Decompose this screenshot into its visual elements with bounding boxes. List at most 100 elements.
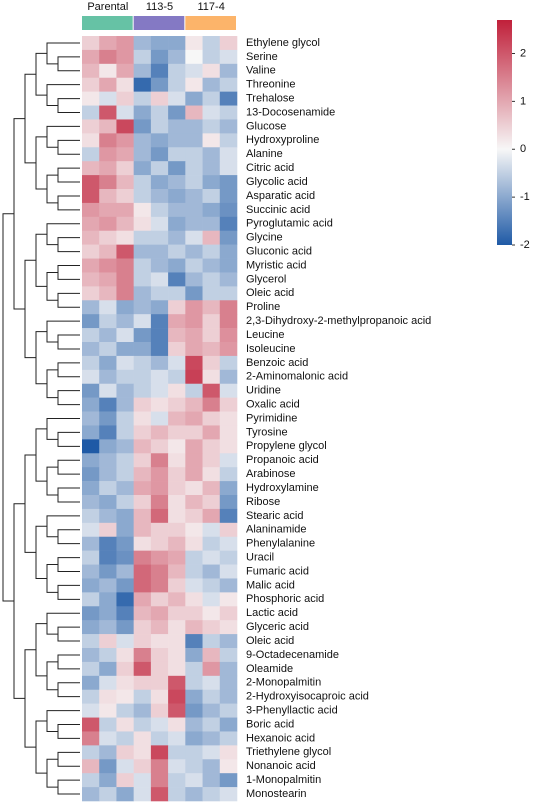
heatmap-cell — [150, 147, 169, 162]
heatmap-cell — [99, 258, 117, 273]
heatmap-cell — [219, 592, 238, 607]
heatmap-cell — [185, 508, 203, 524]
heatmap-cell — [82, 467, 100, 482]
heatmap-cell — [202, 49, 221, 65]
heatmap-cell — [168, 620, 186, 635]
heatmap-cell — [116, 300, 134, 315]
heatmap-cell — [82, 314, 100, 329]
heatmap-cell — [99, 536, 117, 551]
heatmap-cell — [116, 773, 134, 788]
heatmap-cell — [99, 787, 117, 802]
heatmap-cell — [168, 119, 186, 134]
dendrogram-branch — [46, 564, 58, 593]
heatmap-cell — [150, 175, 169, 190]
heatmap-cell — [150, 161, 169, 176]
heatmap-cell — [168, 439, 186, 454]
heatmap-cell — [202, 536, 221, 551]
heatmap-cell — [99, 161, 117, 176]
heatmap-cell — [99, 773, 117, 788]
heatmap-cell — [219, 759, 238, 774]
heatmap-cell — [168, 328, 186, 343]
heatmap-cell — [202, 606, 221, 621]
row-label: Pyroglutamic acid — [246, 218, 333, 230]
heatmap-cell — [168, 425, 186, 440]
heatmap-cell — [150, 314, 169, 329]
row-label: Proline — [246, 301, 280, 313]
dendrogram-branch — [57, 626, 80, 642]
heatmap-cell — [133, 508, 152, 524]
row-label: Pyrimidine — [246, 412, 297, 424]
dendrogram-branch — [35, 136, 47, 190]
dendrogram-branch — [46, 758, 58, 788]
heatmap-cell — [202, 759, 221, 774]
heatmap-cell — [202, 787, 221, 802]
heatmap-cell — [82, 133, 100, 148]
dendrogram-branch — [57, 56, 80, 72]
heatmap-cell — [116, 495, 134, 510]
row-label: Ribose — [246, 496, 280, 508]
heatmap-cell — [82, 342, 100, 357]
heatmap-cell — [185, 342, 203, 357]
heatmap-cell — [82, 508, 100, 524]
heatmap-cell — [99, 119, 117, 134]
heatmap-cell — [82, 258, 100, 273]
heatmap-cell — [185, 745, 203, 760]
heatmap-cell — [168, 675, 186, 691]
heatmap-cell — [150, 369, 169, 385]
heatmap-cell — [202, 634, 221, 649]
heatmap-cell — [219, 355, 238, 371]
heatmap-cell — [116, 272, 134, 287]
heatmap-cell — [168, 689, 186, 704]
row-label: Valine — [246, 65, 276, 77]
heatmap-cell — [82, 147, 100, 162]
heatmap-cell — [99, 550, 117, 565]
dendrogram-branch — [57, 167, 80, 183]
heatmap-cell — [202, 328, 221, 343]
heatmap-cell — [219, 314, 238, 329]
heatmap-cell — [82, 272, 100, 287]
row-label: Threonine — [246, 79, 296, 91]
heatmap-cell — [150, 564, 169, 579]
heatmap-cell — [219, 467, 238, 482]
heatmap-cell — [168, 369, 186, 385]
color-tick-label: -2 — [520, 239, 530, 251]
row-label: Uracil — [246, 551, 274, 563]
heatmap-cell — [202, 369, 221, 385]
heatmap-cell — [82, 606, 100, 621]
heatmap-cell — [133, 369, 152, 385]
heatmap-cell — [82, 522, 100, 538]
heatmap-cell — [133, 119, 152, 134]
heatmap-cell — [219, 481, 238, 496]
heatmap-cell — [202, 202, 221, 218]
row-label: Monostearin — [246, 788, 307, 800]
heatmap-cell — [219, 105, 238, 120]
row-label: 2,3-Dihydroxy-2-methylpropanoic acid — [246, 315, 431, 327]
row-label: Oleic acid — [246, 635, 294, 647]
heatmap-cell — [99, 564, 117, 579]
heatmap-cell — [99, 620, 117, 635]
heatmap-cell — [99, 175, 117, 190]
row-label: Oxalic acid — [246, 398, 300, 410]
heatmap-cell — [150, 578, 169, 593]
heatmap-cell — [99, 661, 117, 677]
group-label: Parental — [87, 1, 128, 13]
heatmap-cell — [116, 411, 134, 426]
group-bar — [185, 16, 236, 30]
heatmap-cell — [185, 467, 203, 482]
heatmap-cell — [82, 745, 100, 760]
row-label: Tyrosine — [246, 426, 288, 438]
heatmap-cell — [150, 745, 169, 760]
heatmap-cell — [219, 508, 238, 524]
heatmap-cell — [116, 161, 134, 176]
heatmap-cell — [133, 606, 152, 621]
heatmap-cell — [133, 258, 152, 273]
heatmap-cell — [116, 175, 134, 190]
heatmap-cell — [116, 286, 134, 301]
heatmap-cell — [219, 286, 238, 301]
heatmap-cell — [150, 91, 169, 106]
heatmap-cell — [99, 397, 117, 412]
heatmap-cell — [150, 689, 169, 704]
heatmap-cell — [219, 77, 238, 92]
heatmap-cell — [185, 773, 203, 788]
heatmap-cell — [219, 773, 238, 788]
